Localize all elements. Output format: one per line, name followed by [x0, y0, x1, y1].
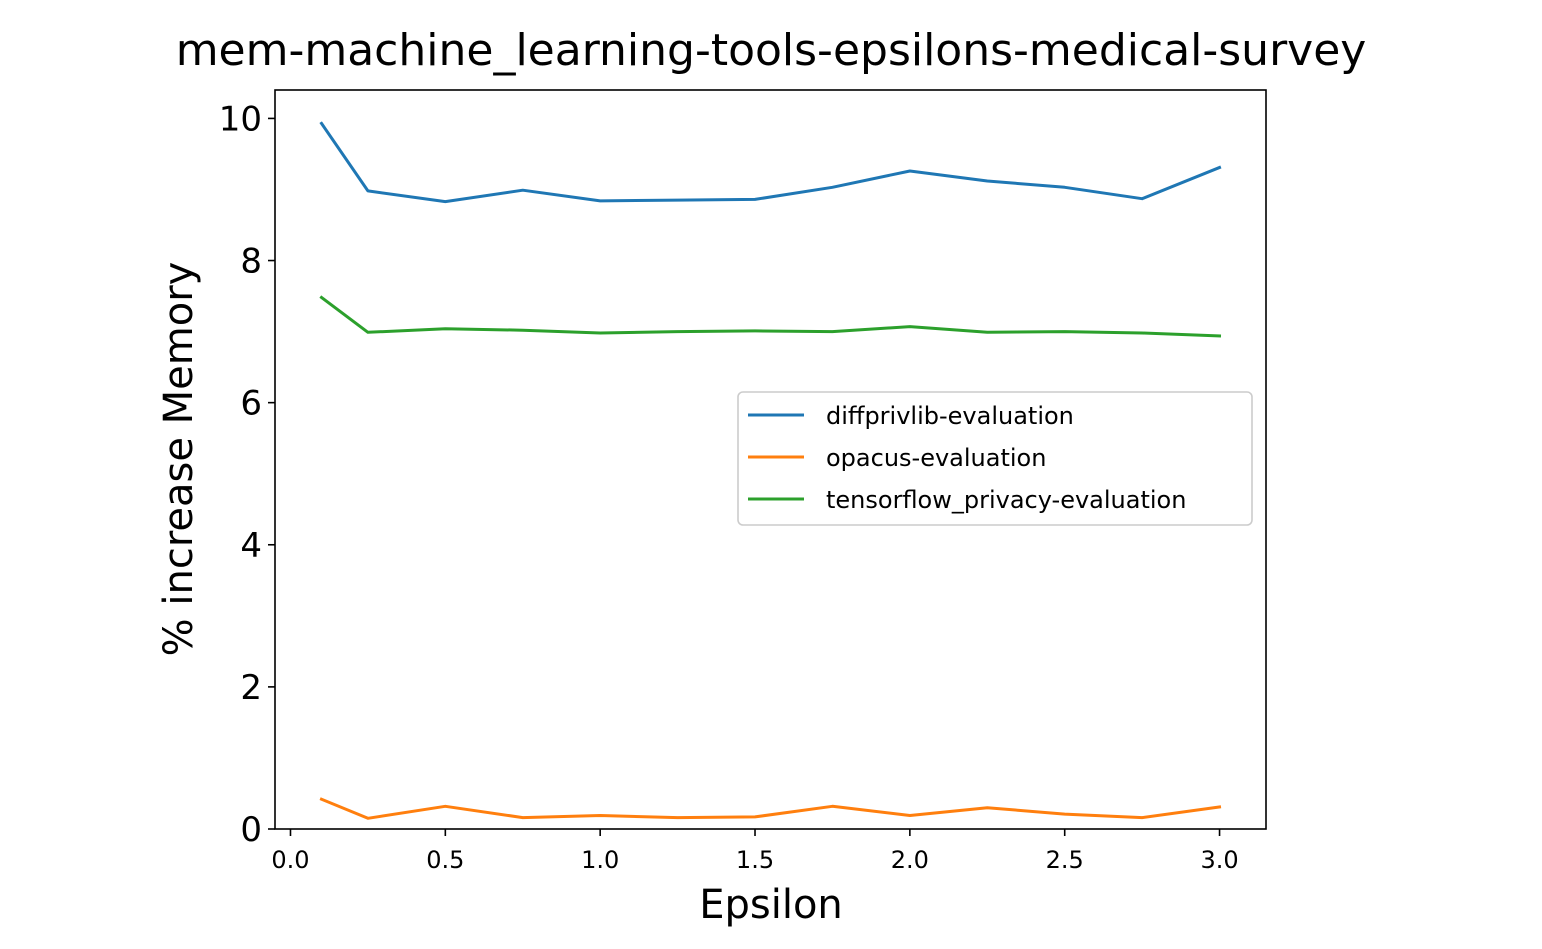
y-tick-label: 0 — [240, 810, 262, 850]
series-line-1 — [319, 797, 1222, 820]
y-axis: 0 2 4 6 8 10 — [219, 99, 275, 850]
y-tick-label: 8 — [240, 242, 262, 282]
y-tick-label: 10 — [219, 99, 262, 139]
x-tick-label: 0.5 — [426, 846, 464, 874]
x-tick-label: 3.0 — [1200, 846, 1238, 874]
x-tick-label: 0.0 — [271, 846, 309, 874]
legend-label: opacus-evaluation — [826, 444, 1046, 472]
legend-box — [737, 391, 1253, 526]
y-tick-label: 2 — [240, 668, 262, 708]
x-tick-label: 2.0 — [891, 846, 929, 874]
series-line-0 — [319, 121, 1222, 204]
x-axis: 0.0 0.5 1.0 1.5 2.0 2.5 3.0 — [271, 829, 1239, 874]
y-tick-label: 4 — [240, 526, 262, 566]
x-tick-label: 2.5 — [1046, 846, 1084, 874]
plot-lines — [319, 121, 1222, 820]
legend-label: diffprivlib-evaluation — [826, 402, 1074, 430]
y-axis-label: % increase Memory — [156, 262, 202, 657]
y-tick-label: 6 — [240, 384, 262, 424]
plot-frame — [274, 89, 1267, 830]
chart-title: mem-machine_learning-tools-epsilons-medi… — [176, 25, 1367, 76]
x-axis-label: Epsilon — [699, 882, 843, 928]
legend-label: tensorflow_privacy-evaluation — [826, 486, 1186, 514]
series-line-2 — [319, 295, 1222, 338]
x-tick-label: 1.0 — [581, 846, 619, 874]
x-tick-label: 1.5 — [736, 846, 774, 874]
legend: diffprivlib-evaluation opacus-evaluation t… — [737, 391, 1253, 526]
